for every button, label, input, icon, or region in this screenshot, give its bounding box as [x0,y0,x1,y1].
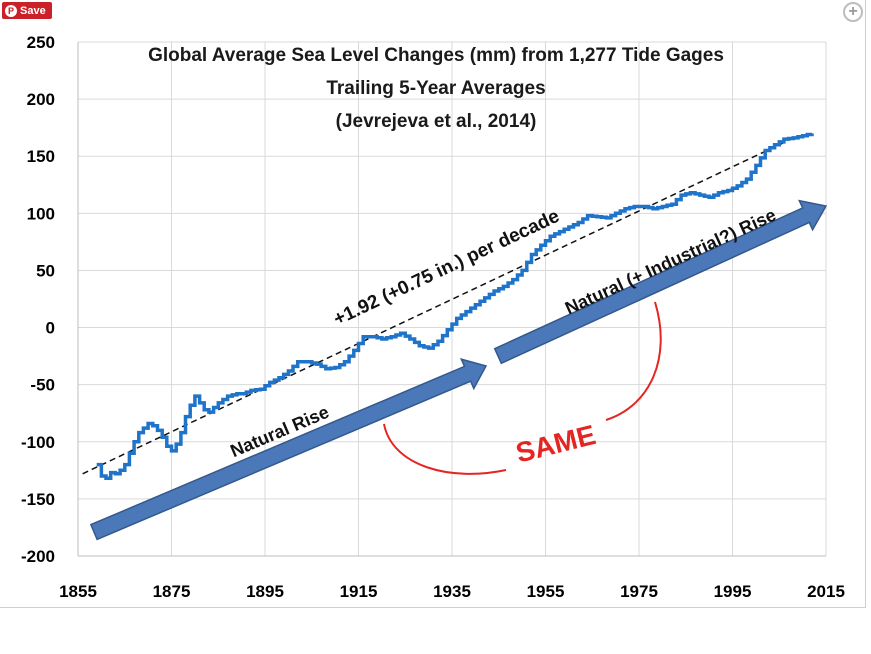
pinterest-save-button[interactable]: P Save [2,2,52,19]
x-tick-label: 1935 [433,582,471,601]
x-tick-label: 1855 [59,582,97,601]
chart-title-line: Global Average Sea Level Changes (mm) fr… [148,45,724,66]
x-tick-label: 1895 [246,582,284,601]
axis-tick-labels: -200 -150 -100 -50 0 50 100 150 200 250 1855 1875 18… [21,33,845,601]
y-tick-label: 150 [27,147,55,166]
x-tick-label: 1995 [714,582,752,601]
industrial-rise-arrow [493,199,828,365]
y-tick-label: 50 [36,261,55,280]
x-tick-label: 1955 [527,582,565,601]
trend-line [82,141,785,475]
sea-level-chart: -200 -150 -100 -50 0 50 100 150 200 250 1855 1875 18… [21,33,845,601]
same-label: SAME [513,419,599,469]
x-tick-label: 1915 [340,582,378,601]
y-tick-label: -100 [21,433,55,452]
chart-title: Global Average Sea Level Changes (mm) fr… [148,45,724,132]
same-bracket-left [383,423,507,475]
y-tick-label: -200 [21,547,55,566]
chart-title-line: Trailing 5-Year Averages [326,78,545,99]
trend-line-group: +1.92 (+0.75 in.) per decade [82,141,785,475]
y-tick-label: -150 [21,490,55,509]
chart-title-line: (Jevrejeva et al., 2014) [336,111,537,132]
y-tick-label: 200 [27,90,55,109]
x-tick-label: 1875 [153,582,191,601]
sea-level-line [96,132,814,481]
pinterest-icon: P [5,4,17,17]
x-tick-label: 2015 [807,582,845,601]
zoom-plus-icon[interactable]: + [843,2,863,22]
y-tick-label: 250 [27,33,55,52]
natural-rise-arrow [89,357,488,541]
same-bracket-right [605,301,662,421]
x-tick-label: 1975 [620,582,658,601]
chart-frame [0,0,866,608]
y-tick-label: 0 [46,319,55,338]
sea-level-series [96,132,814,481]
y-tick-label: -50 [30,376,55,395]
grid-lines [77,41,827,557]
industrial-rise-label: Natural (+ Industrial?) Rise [562,205,779,319]
y-tick-label: 100 [27,204,55,223]
save-button-label: Save [20,4,46,17]
